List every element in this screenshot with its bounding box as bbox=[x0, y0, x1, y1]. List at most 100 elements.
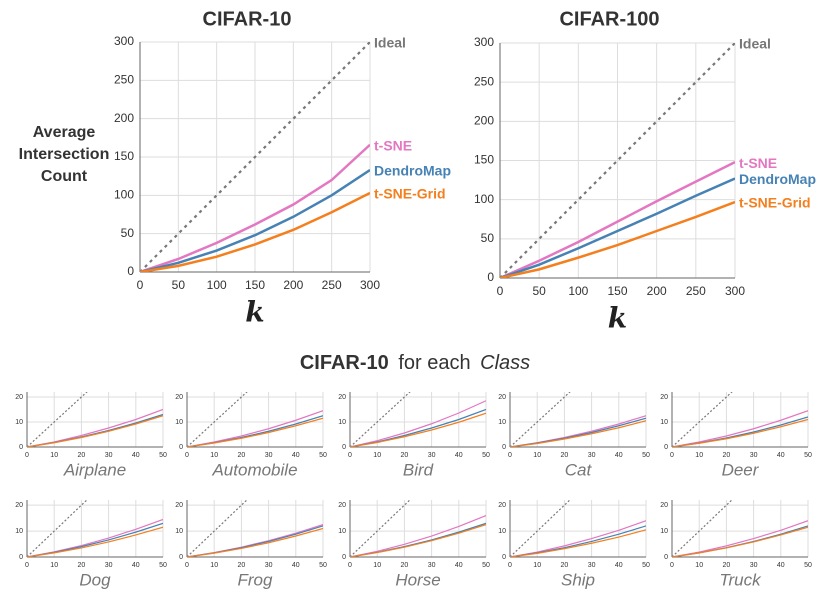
y-tick-label: 0 bbox=[342, 444, 346, 451]
series-line bbox=[140, 168, 370, 272]
series-line bbox=[140, 143, 370, 272]
series-line bbox=[140, 42, 370, 272]
series-line bbox=[350, 400, 486, 447]
series-line bbox=[187, 524, 323, 557]
y-tick-label: 10 bbox=[338, 419, 346, 426]
series-line bbox=[500, 200, 735, 278]
series-line bbox=[140, 191, 370, 272]
series-line bbox=[510, 420, 646, 447]
chart-title: Cat bbox=[565, 460, 593, 479]
x-tick-label: 50 bbox=[482, 452, 490, 459]
series-line bbox=[672, 392, 733, 447]
series-line bbox=[27, 526, 163, 557]
x-tick-label: 0 bbox=[508, 562, 512, 569]
x-tick-label: 20 bbox=[401, 562, 409, 569]
x-tick-label: 30 bbox=[588, 562, 596, 569]
chart-title: Ship bbox=[561, 570, 595, 589]
x-tick-label: 50 bbox=[532, 284, 546, 298]
x-tick-label: 0 bbox=[670, 562, 674, 569]
x-tick-label: 50 bbox=[804, 452, 812, 459]
y-tick-label: 0 bbox=[502, 554, 506, 561]
x-tick-label: 30 bbox=[750, 452, 758, 459]
x-tick-label: 20 bbox=[78, 452, 86, 459]
x-tick-label: 0 bbox=[25, 562, 29, 569]
x-tick-label: 50 bbox=[172, 278, 186, 292]
series-line bbox=[510, 525, 646, 557]
series-line bbox=[187, 417, 323, 447]
y-tick-label: 10 bbox=[175, 528, 183, 535]
x-tick-label: 20 bbox=[78, 562, 86, 569]
x-tick-label: 100 bbox=[207, 278, 227, 292]
y-tick-label: 0 bbox=[664, 554, 668, 561]
y-tick-label: 100 bbox=[114, 188, 134, 202]
section-title-part: for each bbox=[398, 352, 471, 374]
x-tick-label: 10 bbox=[533, 562, 541, 569]
x-tick-label: 30 bbox=[265, 562, 273, 569]
x-axis-label: k bbox=[245, 296, 264, 329]
x-tick-label: 20 bbox=[238, 452, 246, 459]
x-tick-label: 20 bbox=[723, 562, 731, 569]
x-tick-label: 150 bbox=[607, 284, 627, 298]
y-tick-label: 20 bbox=[498, 394, 506, 401]
x-tick-label: 20 bbox=[238, 562, 246, 569]
series-line bbox=[27, 392, 88, 447]
x-tick-label: 150 bbox=[245, 278, 265, 292]
y-tick-label: 10 bbox=[498, 528, 506, 535]
series-line bbox=[672, 410, 808, 447]
x-tick-label: 40 bbox=[455, 452, 463, 459]
y-tick-label: 10 bbox=[338, 528, 346, 535]
x-tick-label: 0 bbox=[497, 284, 504, 298]
y-tick-label: 20 bbox=[338, 502, 346, 509]
x-tick-label: 20 bbox=[561, 562, 569, 569]
y-tick-label: 200 bbox=[474, 114, 494, 128]
x-tick-label: 30 bbox=[428, 562, 436, 569]
x-tick-label: 40 bbox=[455, 562, 463, 569]
series-label: Ideal bbox=[374, 35, 406, 51]
x-tick-label: 250 bbox=[322, 278, 342, 292]
x-tick-label: 50 bbox=[642, 562, 650, 569]
y-tick-label: 20 bbox=[498, 502, 506, 509]
x-tick-label: 40 bbox=[132, 562, 140, 569]
series-label: DendroMap bbox=[739, 171, 816, 187]
series-line bbox=[350, 412, 486, 447]
x-tick-label: 40 bbox=[292, 562, 300, 569]
x-tick-label: 20 bbox=[723, 452, 731, 459]
y-axis-label: Average Intersection Count bbox=[18, 124, 110, 185]
x-tick-label: 50 bbox=[319, 562, 327, 569]
x-tick-label: 30 bbox=[105, 452, 113, 459]
y-tick-label: 10 bbox=[15, 419, 23, 426]
x-tick-label: 10 bbox=[695, 452, 703, 459]
y-tick-label: 200 bbox=[114, 111, 134, 125]
series-label: t-SNE-Grid bbox=[739, 195, 811, 211]
x-tick-label: 200 bbox=[647, 284, 667, 298]
series-line bbox=[27, 413, 163, 447]
chart-title: Frog bbox=[238, 570, 274, 589]
chart-title: Horse bbox=[395, 570, 440, 589]
series-line bbox=[672, 520, 808, 557]
series-line bbox=[187, 415, 323, 447]
y-tick-label: 10 bbox=[15, 528, 23, 535]
y-tick-label: 250 bbox=[474, 74, 494, 88]
chart-title: CIFAR-10 bbox=[203, 8, 292, 30]
y-tick-label: 0 bbox=[19, 444, 23, 451]
x-tick-label: 100 bbox=[568, 284, 588, 298]
series-line bbox=[510, 415, 646, 447]
x-tick-label: 50 bbox=[319, 452, 327, 459]
chart-title: Dog bbox=[79, 570, 111, 589]
y-tick-label: 0 bbox=[342, 554, 346, 561]
x-tick-label: 50 bbox=[642, 452, 650, 459]
x-tick-label: 0 bbox=[508, 452, 512, 459]
series-line bbox=[672, 526, 808, 557]
x-tick-label: 0 bbox=[670, 452, 674, 459]
x-tick-label: 200 bbox=[283, 278, 303, 292]
series-line bbox=[672, 525, 808, 557]
y-tick-label: 150 bbox=[474, 153, 494, 167]
y-tick-label: 0 bbox=[502, 444, 506, 451]
x-tick-label: 10 bbox=[50, 562, 58, 569]
x-tick-label: 20 bbox=[401, 452, 409, 459]
series-label: t-SNE bbox=[739, 155, 777, 171]
y-tick-label: 250 bbox=[114, 73, 134, 87]
y-tick-label: 20 bbox=[15, 502, 23, 509]
series-line bbox=[500, 160, 735, 278]
y-tick-label: 0 bbox=[127, 264, 134, 278]
